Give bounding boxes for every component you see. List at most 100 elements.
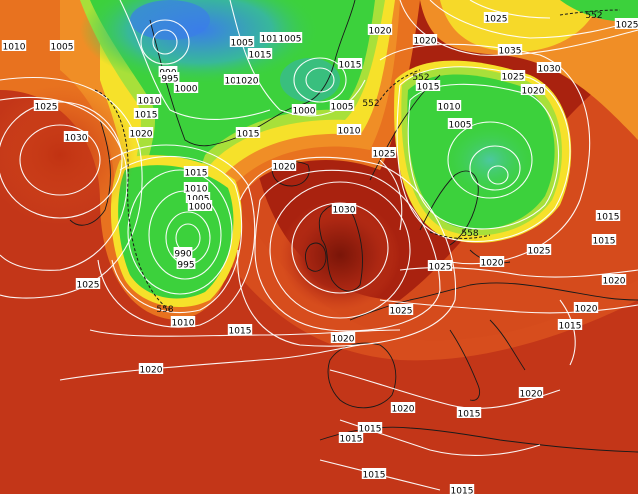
isobar-value: 1025 (528, 247, 551, 257)
isobar-value: 1015 (363, 471, 386, 481)
isobar-value: 1015 (451, 487, 474, 494)
isobar-label: 1015 (557, 319, 583, 332)
isobar-label: 1020 (138, 363, 164, 376)
isobar-value: 1020 (520, 390, 543, 400)
isobar-label: 1000 (173, 82, 199, 95)
isobar-value: 995 (161, 75, 178, 85)
isobar-value: 1015 (135, 111, 158, 121)
isobar-label: 1025 (75, 278, 101, 291)
isobar-value: 1005 (449, 121, 472, 131)
isobar-label: 1020 (128, 127, 154, 140)
isobar-label: 1015 (133, 108, 159, 121)
isobar-label: 1020 (271, 160, 297, 173)
isobar-value: 1000 (175, 85, 198, 95)
isobar-value: 1025 (485, 15, 508, 25)
isobar-label: 1005 (185, 192, 211, 205)
isobar-value: 1015 (559, 322, 582, 332)
isobar-label: 1020 (520, 84, 546, 97)
isobar-value: 1005 (279, 35, 302, 45)
isobar-value: 1020 (575, 305, 598, 315)
isobar-label: 1010 (436, 100, 462, 113)
ireland-coast (305, 242, 327, 272)
isobar-value: 1010 (3, 43, 26, 53)
isobar-value: 1015 (185, 169, 208, 179)
isobar-value: 1020 (369, 27, 392, 37)
isobar-label: 1015 (338, 432, 364, 445)
isobar-value: 1020 (522, 87, 545, 97)
isobar-label: 1025 (388, 304, 414, 317)
isobar-value: 1020 (273, 163, 296, 173)
isobar-value: 1005 (331, 103, 354, 113)
isobar-value: 1020 (481, 259, 504, 269)
isobar-label: 995 (160, 72, 180, 85)
isobar-value: 1030 (333, 206, 356, 216)
italy-coast (449, 329, 481, 401)
isobar-value: 990 (174, 250, 191, 260)
isobar-label: 1025 (427, 260, 453, 273)
isobar-label: 1010 (336, 124, 362, 137)
isobar-label: 1015 (235, 127, 261, 140)
isobar-value: 1025 (616, 21, 638, 31)
isobar-value: 1015 (339, 61, 362, 71)
isobar-value: 1010 (438, 103, 461, 113)
isobar-label: 1025 (33, 100, 59, 113)
isobar-label: 1030 (331, 203, 357, 216)
isobar-label: 1025 (371, 147, 397, 160)
isobar-value: 1025 (390, 307, 413, 317)
isobar-label: 1020 (367, 24, 393, 37)
isobar-value: 1010 (185, 185, 208, 195)
isobar-label: 1010 (183, 182, 209, 195)
isobar-label: 1020 (412, 34, 438, 47)
isobar-value: 1010 (172, 319, 195, 329)
isobar-label: 1025 (500, 70, 526, 83)
isobar-value: 1015 (229, 327, 252, 337)
isobar-value: 1015 (458, 410, 481, 420)
isobar-value: 1015 (593, 237, 616, 247)
isobar-label: 1010 (259, 32, 285, 45)
isobar-value: 1000 (189, 203, 212, 213)
isobar-label: 1015 (415, 80, 441, 93)
thickness-lines (94, 9, 621, 311)
isobar-label: 1020 (573, 302, 599, 315)
isobar-value: 1015 (340, 435, 363, 445)
isobar-label: 1025 (614, 18, 638, 31)
isobar-value: 1020 (332, 335, 355, 345)
iberia-coast (327, 342, 397, 409)
isobar-label: 1020 (518, 387, 544, 400)
isobar-value: 1020 (414, 37, 437, 47)
isobar-label: 1005 (447, 118, 473, 131)
isobar-value: 1025 (502, 73, 525, 83)
isobar-value: 1025 (77, 281, 100, 291)
isobar-value: 1005 (51, 43, 74, 53)
thickness-value: 552 (362, 99, 379, 109)
isobar-value: 1000 (293, 107, 316, 117)
scandinavia-coast (419, 170, 479, 246)
isobar-label: 1020 (234, 74, 260, 87)
isobar-label: 1025 (526, 244, 552, 257)
isobar-label: 1030 (63, 131, 89, 144)
isobar-label: 1015 (361, 468, 387, 481)
isobar-value: 1030 (65, 134, 88, 144)
isobar-value: 1015 (249, 51, 272, 61)
isobar-value: 1005 (231, 39, 254, 49)
isobar-label: 1015 (337, 58, 363, 71)
isobar-label: 1015 (595, 210, 621, 223)
isobar-value: 1025 (429, 263, 452, 273)
isobar-label: 1010 (170, 316, 196, 329)
isobar-label: 1020 (601, 274, 627, 287)
isobar-label: 1015 (183, 166, 209, 179)
isobar-value: 1020 (603, 277, 626, 287)
isobar-label: 1020 (390, 402, 416, 415)
isobar-label: 1015 (227, 324, 253, 337)
isobar-value: 1025 (35, 103, 58, 113)
isobar-value: 1035 (499, 47, 522, 57)
isobar-label: 1015 (449, 484, 475, 494)
isobar-label: 1020 (330, 332, 356, 345)
isobar-label: 1005 (277, 32, 303, 45)
isobar-label: 1005 (329, 100, 355, 113)
europe-coast (349, 282, 638, 321)
britain-coast (318, 204, 363, 292)
